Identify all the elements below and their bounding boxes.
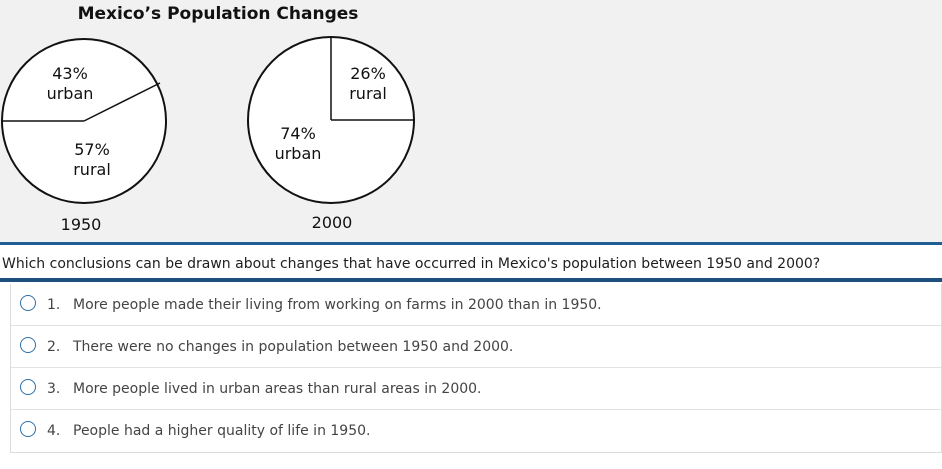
slice-label-name: urban	[47, 84, 94, 103]
option-text: People had a higher quality of life in 1…	[73, 423, 371, 439]
option-number: 1.	[47, 297, 61, 313]
slice-label-name: rural	[349, 84, 387, 103]
radio-button-icon[interactable]	[20, 379, 36, 395]
radio-button-icon[interactable]	[20, 295, 36, 311]
answer-option-2[interactable]: 2. There were no changes in population b…	[11, 326, 941, 368]
slice-label-pct: 26%	[350, 64, 386, 83]
figure-panel: Mexico’s Population Changes 43% urban 57…	[0, 0, 942, 242]
radio-button-icon[interactable]	[20, 337, 36, 353]
pie-year-label: 2000	[312, 213, 353, 232]
radio-button-icon[interactable]	[20, 421, 36, 437]
option-text: There were no changes in population betw…	[73, 339, 514, 355]
slice-label-pct: 43%	[52, 64, 88, 83]
question-bar: Which conclusions can be drawn about cha…	[0, 242, 942, 282]
pie-year-label: 1950	[61, 215, 102, 234]
answer-option-3[interactable]: 3. More people lived in urban areas than…	[11, 368, 941, 410]
pie-1950: 43% urban 57% rural 1950	[1, 38, 167, 234]
answer-option-1[interactable]: 1. More people made their living from wo…	[11, 284, 941, 326]
pie-charts-figure: Mexico’s Population Changes 43% urban 57…	[1, 4, 415, 234]
slice-label-name: rural	[73, 160, 111, 179]
option-number: 2.	[47, 339, 61, 355]
slice-label-pct: 57%	[74, 140, 110, 159]
option-number: 3.	[47, 381, 61, 397]
option-text: More people lived in urban areas than ru…	[73, 381, 482, 397]
figure-title: Mexico’s Population Changes	[78, 4, 359, 24]
answer-option-4[interactable]: 4. People had a higher quality of life i…	[11, 410, 941, 452]
pie-1950-divider-right	[83, 82, 161, 122]
slice-label-pct: 74%	[280, 124, 316, 143]
question-text: Which conclusions can be drawn about cha…	[2, 256, 821, 272]
option-text: More people made their living from worki…	[73, 297, 602, 313]
slice-label-name: urban	[275, 144, 322, 163]
pie-2000: 26% rural 74% urban 2000	[247, 36, 415, 232]
option-number: 4.	[47, 423, 61, 439]
answer-options: 1. More people made their living from wo…	[10, 284, 942, 453]
